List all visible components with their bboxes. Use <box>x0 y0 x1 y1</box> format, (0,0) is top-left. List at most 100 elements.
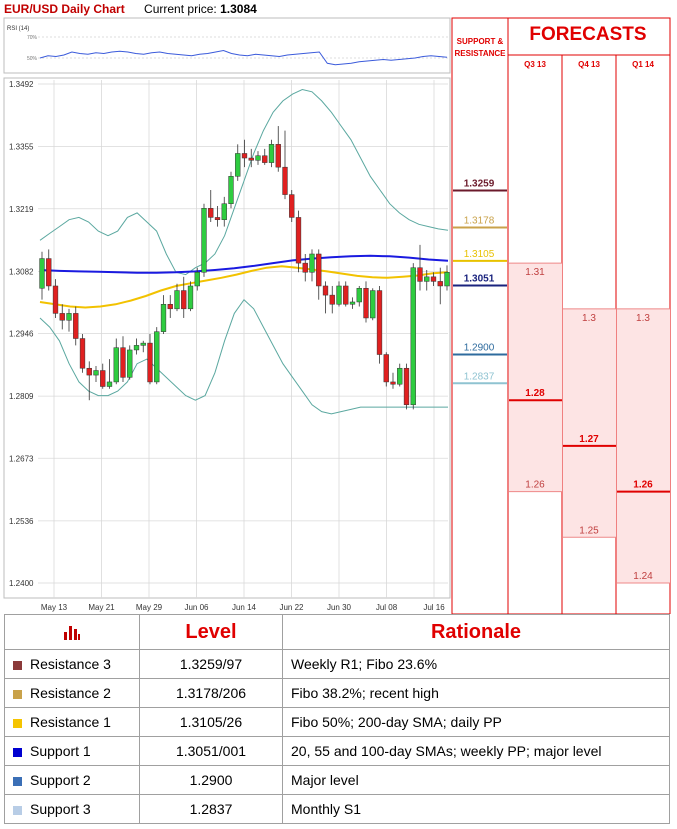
row-rationale: 20, 55 and 100-day SMAs; weekly PP; majo… <box>282 736 670 766</box>
bar-chart-icon <box>64 626 80 641</box>
row-level: 1.2837 <box>139 794 283 824</box>
candle-body <box>322 285 329 296</box>
row-name-cell: Resistance 1 <box>4 707 140 737</box>
price-label: Current price: <box>144 2 217 16</box>
candle-body <box>383 354 389 383</box>
candle-body <box>376 290 383 355</box>
y-tick-label: 1.2400 <box>9 579 34 588</box>
row-level: 1.3178/206 <box>139 678 283 708</box>
y-tick-label: 1.3219 <box>9 205 34 214</box>
level-color-swatch <box>13 747 22 757</box>
chart-title-bar: EUR/USD Daily Chart Current price: 1.308… <box>4 2 257 16</box>
x-axis-ticks: May 13 May 21 May 29 Jun 06 Jun 14 Jun 22 Jun … <box>41 603 445 612</box>
candle-body <box>147 342 153 383</box>
forecast-col-label: Q1 14 <box>632 60 654 69</box>
col-level-header: Level <box>139 614 283 650</box>
x-tick-label: Jun 30 <box>327 603 352 612</box>
candle-body <box>167 304 173 310</box>
candle-body <box>160 304 167 332</box>
candles <box>39 126 450 410</box>
rsi-lower-label: 50% <box>27 56 38 62</box>
candle-body <box>255 155 261 161</box>
candle-body <box>214 217 221 220</box>
bars-icon-cell <box>4 614 140 650</box>
candle-body <box>316 253 322 287</box>
price-value: 1.3084 <box>220 2 257 16</box>
candle-body <box>241 153 248 159</box>
candle-body <box>86 367 92 376</box>
table-row: Support 2 1.2900 Major level <box>4 765 670 795</box>
row-rationale: Monthly S1 <box>282 794 670 824</box>
levels-table: Level Rationale Resistance 3 1.3259/97 Wee… <box>4 614 670 824</box>
row-level: 1.2900 <box>139 765 283 795</box>
ma-blue-line <box>39 254 449 274</box>
forecast-range <box>563 308 616 538</box>
candle-body <box>430 276 437 282</box>
row-name: Support 1 <box>30 743 91 759</box>
bollinger-bands <box>39 88 449 415</box>
candle-body <box>370 290 376 319</box>
candle-body <box>248 157 254 161</box>
candle-body <box>403 367 410 406</box>
forecast-range <box>617 308 670 583</box>
forecast-col-label: Q4 13 <box>578 60 600 69</box>
level-color-swatch <box>13 660 22 670</box>
upper-band-line <box>39 88 449 276</box>
row-rationale: Fibo 50%; 200-day SMA; daily PP <box>282 707 670 737</box>
candle-body <box>343 285 349 305</box>
candle-body <box>235 153 241 177</box>
sr-title: SUPPORT & RESISTANCE <box>454 37 506 58</box>
candle-body <box>282 166 288 195</box>
rsi-upper-label: 70% <box>27 35 38 41</box>
level-color-swatch <box>13 805 22 815</box>
forecasts-title: FORECASTS <box>529 24 647 45</box>
chart-title: EUR/USD Daily Chart <box>4 2 125 16</box>
candle-body <box>295 217 302 264</box>
candle-body <box>154 331 160 383</box>
row-level: 1.3051/001 <box>139 736 283 766</box>
x-tick-label: Jun 22 <box>279 603 304 612</box>
candle-body <box>66 313 72 321</box>
candle-body <box>424 276 430 282</box>
candle-body <box>73 313 79 339</box>
candle-body <box>289 194 295 218</box>
candle-body <box>302 262 308 273</box>
x-tick-label: Jul 08 <box>376 603 398 612</box>
sr-level-label: 1.2900 <box>464 343 495 354</box>
table-header-row: Level Rationale <box>4 614 670 650</box>
candle-body <box>100 370 106 387</box>
candle-body <box>113 347 119 383</box>
candle-body <box>329 294 335 305</box>
y-tick-label: 1.2673 <box>9 454 34 463</box>
forecast-low-label: 1.24 <box>633 571 653 582</box>
candle-body <box>106 381 113 387</box>
y-tick-label: 1.3355 <box>9 143 34 152</box>
forecast-range <box>509 263 562 492</box>
y-tick-label: 1.2536 <box>9 517 34 526</box>
col-rationale-header: Rationale <box>282 614 670 650</box>
x-tick-label: May 29 <box>136 603 163 612</box>
main-panel <box>3 77 451 599</box>
forecast-low-label: 1.25 <box>579 525 599 536</box>
rsi-panel <box>3 17 451 74</box>
row-rationale: Fibo 38.2%; recent high <box>282 678 670 708</box>
x-tick-label: Jun 06 <box>184 603 209 612</box>
candle-body <box>410 267 416 406</box>
candle-body <box>181 290 187 310</box>
row-name-cell: Support 3 <box>4 794 140 824</box>
forecast-mid-label: 1.26 <box>633 480 653 491</box>
forecast-high-label: 1.3 <box>582 313 596 324</box>
candle-body <box>336 285 342 305</box>
sr-level-label: 1.3051 <box>464 274 495 285</box>
row-rationale: Weekly R1; Fibo 23.6% <box>282 649 670 679</box>
table-row: Resistance 1 1.3105/26 Fibo 50%; 200-day S… <box>4 707 670 737</box>
row-name-cell: Resistance 3 <box>4 649 140 679</box>
candle-body <box>46 258 52 287</box>
sr-level-label: 1.2837 <box>464 371 495 382</box>
ma-yellow-line <box>39 265 449 309</box>
price-chart: RSI (14) 70% 50% 1.3492 1.3355 1.3219 1.308… <box>3 17 671 614</box>
y-tick-label: 1.2809 <box>9 392 34 401</box>
candle-body <box>228 176 234 204</box>
row-rationale: Major level <box>282 765 670 795</box>
rsi-line <box>39 49 448 66</box>
